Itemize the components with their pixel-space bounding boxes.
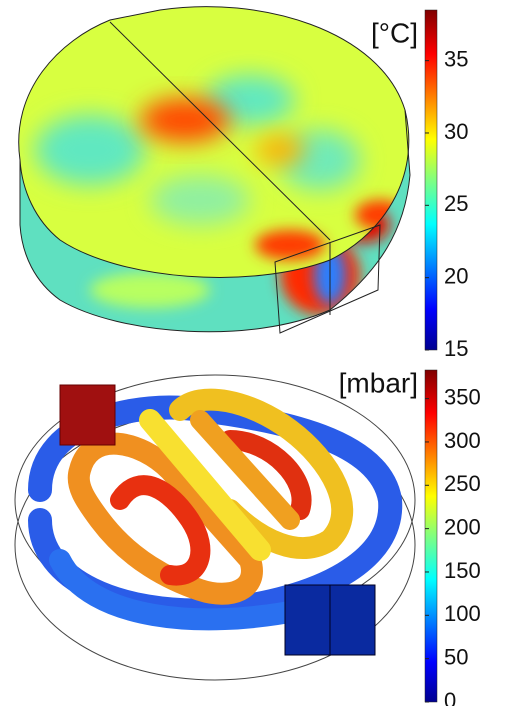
tick-label: 100 (444, 601, 481, 626)
colorbars: [°C] [mbar] (339, 9, 438, 703)
tick-label: 35 (444, 46, 468, 71)
temperature-render (18, 6, 411, 334)
unit-label: [mbar] (339, 367, 418, 398)
tick-label: 200 (444, 514, 481, 539)
pressure-render (14, 374, 416, 681)
tick-label: 150 (444, 558, 481, 583)
tick-label: 350 (444, 384, 481, 409)
unit-label: [°C] (371, 17, 418, 48)
colorbar (424, 369, 438, 703)
tick-label: 250 (444, 471, 481, 496)
tick-label: 50 (444, 644, 468, 669)
tick-label: 20 (444, 263, 468, 288)
tick-label: 30 (444, 119, 468, 144)
tick-label: 25 (444, 191, 468, 216)
tick-label: 15 (444, 336, 468, 361)
tick-label: 0 (444, 688, 456, 706)
colorbar (424, 9, 438, 351)
tick-label: 300 (444, 428, 481, 453)
